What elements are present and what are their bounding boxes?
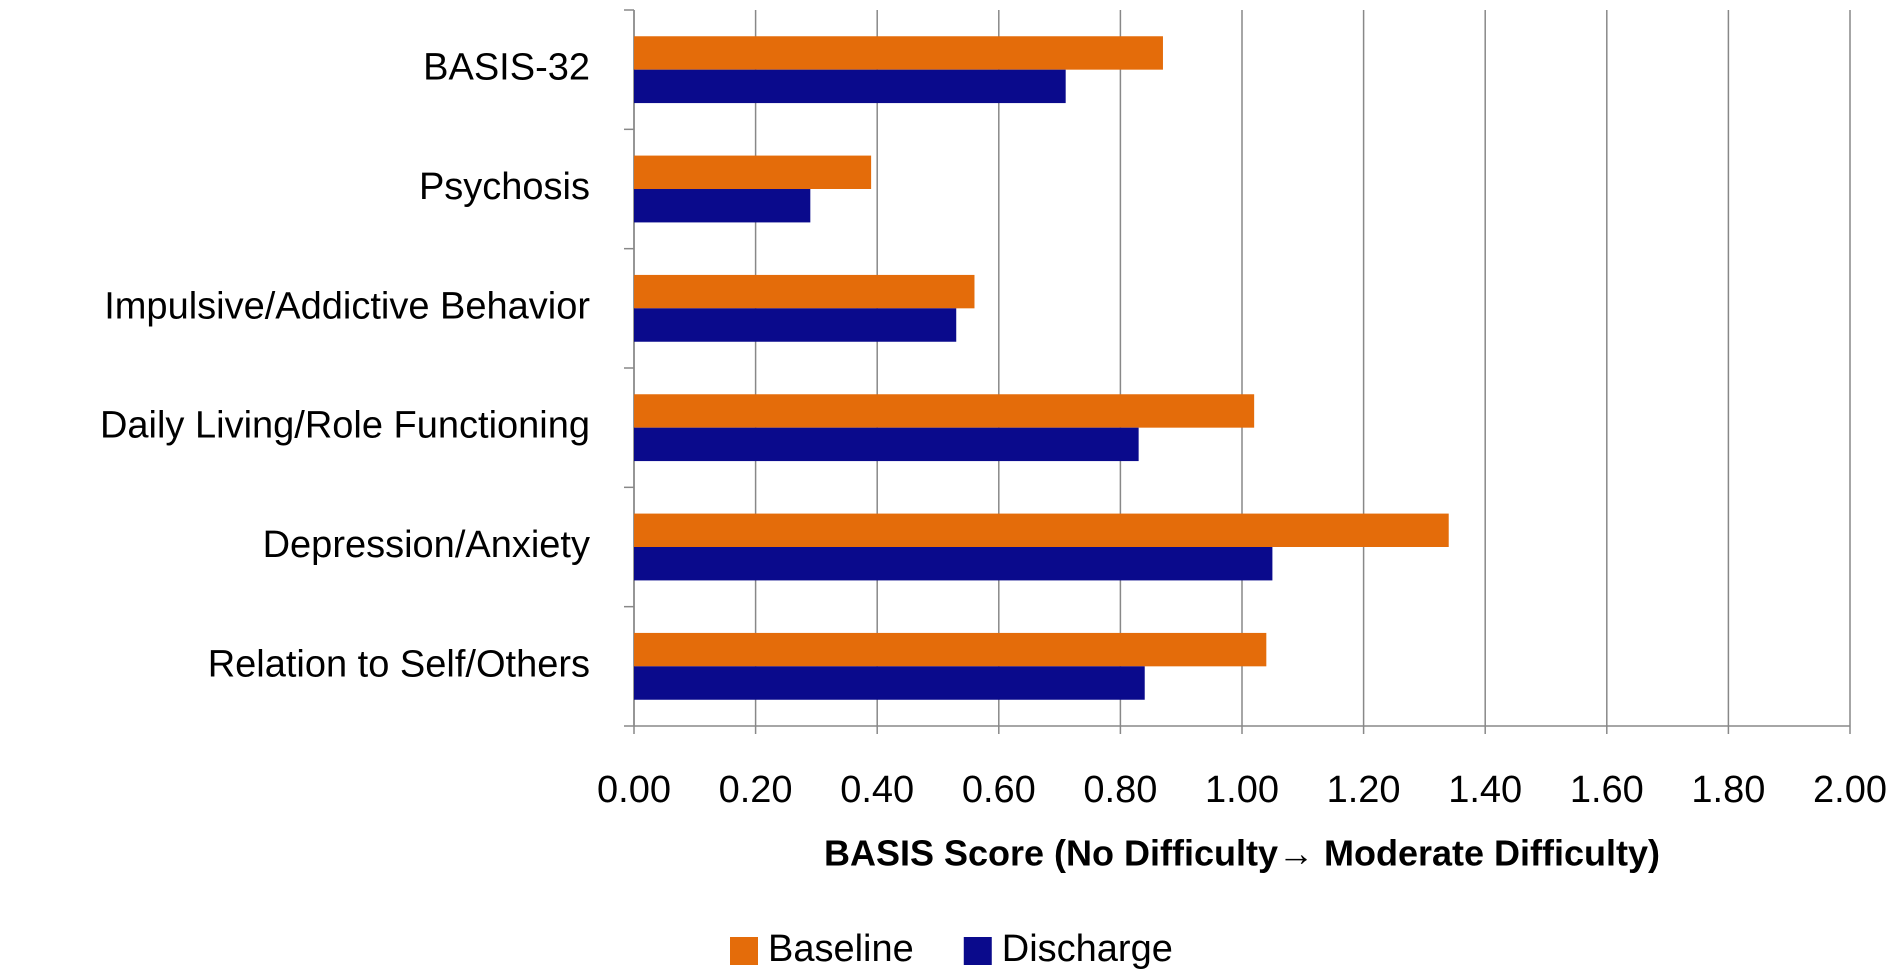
bar (634, 394, 1255, 428)
legend-swatch (963, 937, 992, 965)
x-tick-label: 0.20 (719, 769, 793, 811)
bar (634, 274, 975, 309)
x-tick-label: 0.40 (840, 769, 914, 811)
y-tick-label: BASIS-32 (423, 47, 590, 89)
x-tick-label: 2.00 (1813, 769, 1887, 811)
x-tick-label: 1.60 (1570, 769, 1644, 811)
x-axis-title: BASIS Score (No Difficulty→ Moderate Dif… (824, 833, 1660, 874)
bar (634, 36, 1163, 70)
x-tick-label: 0.80 (1083, 769, 1157, 811)
bar (634, 69, 1066, 104)
bar (634, 427, 1139, 462)
x-tick-label: 1.00 (1205, 769, 1279, 811)
y-tick-label: Depression/Anxiety (263, 524, 590, 566)
x-tick-label: 0.60 (962, 769, 1036, 811)
y-tick-label: Daily Living/Role Functioning (100, 405, 590, 447)
y-tick-label: Relation to Self/Others (208, 643, 590, 685)
bar (634, 155, 872, 189)
y-tick-label: Impulsive/Addictive Behavior (104, 285, 590, 327)
bar (634, 513, 1449, 547)
y-tick-label: Psychosis (419, 166, 590, 208)
x-tick-label: 1.20 (1327, 769, 1401, 811)
legend-swatch (730, 937, 758, 965)
bar (634, 547, 1273, 581)
legend-label: Discharge (1002, 928, 1173, 970)
bar (634, 632, 1267, 667)
x-tick-label: 0.00 (597, 769, 671, 811)
bar (634, 189, 811, 223)
legend-label: Baseline (768, 928, 914, 970)
bar (634, 666, 1145, 700)
x-tick-label: 1.80 (1691, 769, 1765, 811)
x-tick-label: 1.40 (1448, 769, 1522, 811)
bar (634, 308, 957, 342)
